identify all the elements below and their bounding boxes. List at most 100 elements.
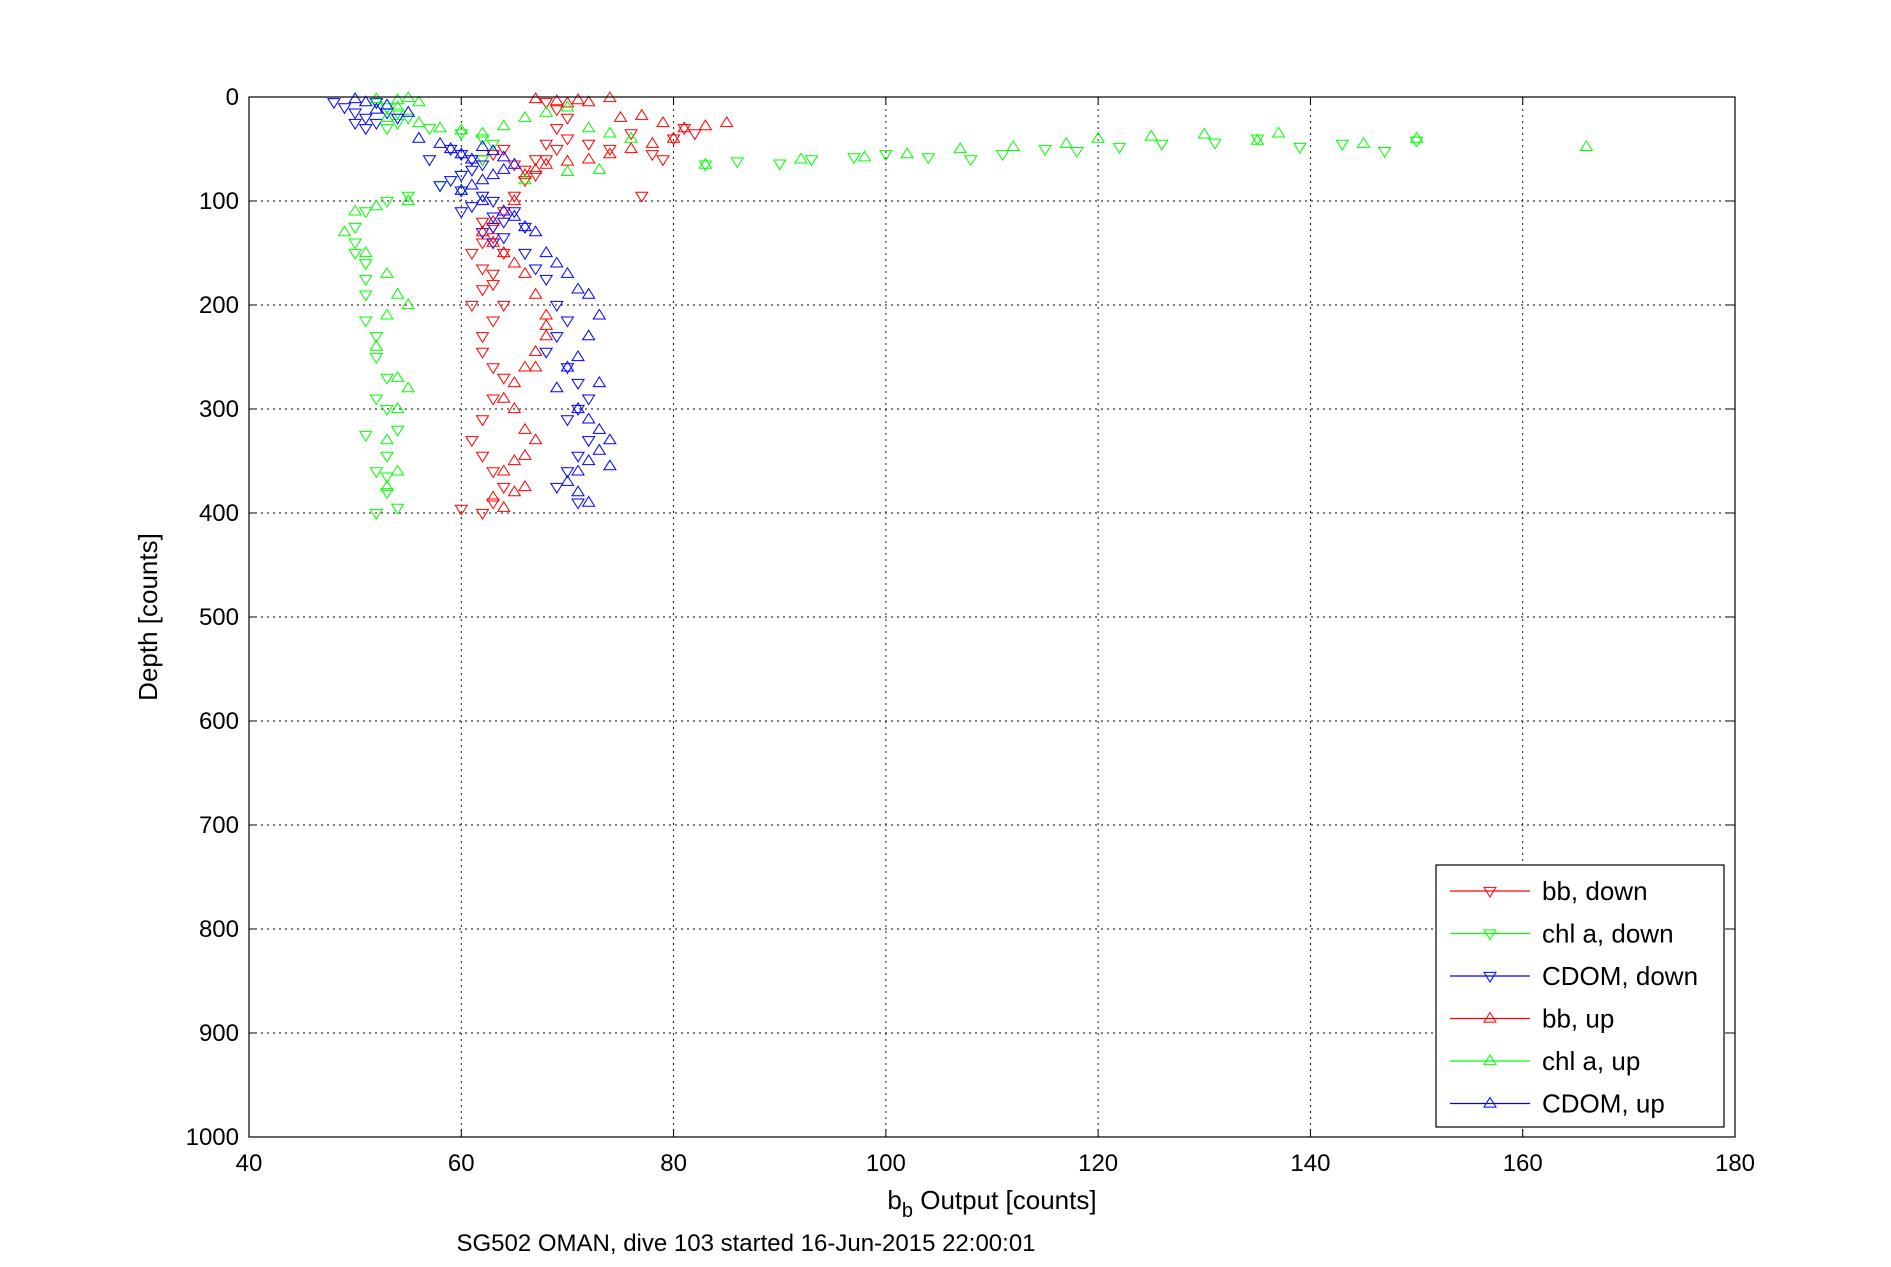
data-point (518, 248, 532, 260)
data-point (486, 196, 501, 208)
data-point (719, 116, 734, 128)
data-point (390, 402, 405, 414)
data-point (1070, 146, 1084, 159)
data-point (518, 110, 532, 122)
data-point (496, 500, 511, 512)
data-point (560, 363, 575, 375)
data-point (1335, 139, 1350, 151)
data-point (369, 394, 384, 406)
data-point (390, 287, 405, 299)
data-point (528, 225, 543, 237)
data-point (847, 153, 861, 165)
data-point (571, 404, 585, 416)
data-point (454, 207, 469, 219)
data-point (507, 454, 522, 466)
data-point (358, 290, 373, 302)
data-point (518, 266, 532, 278)
x-axis-label-main: b (887, 1185, 901, 1215)
data-point (486, 139, 501, 151)
data-point (549, 124, 564, 136)
y-tick-label: 300 (199, 396, 239, 423)
data-point (390, 118, 405, 130)
data-point (560, 266, 575, 278)
data-point (1292, 142, 1307, 154)
data-point (475, 225, 490, 237)
data-point (549, 332, 564, 344)
data-point (645, 150, 660, 162)
data-point (581, 121, 596, 133)
data-point (571, 402, 585, 414)
data-point (475, 415, 490, 427)
data-point (475, 228, 490, 240)
x-tick-label: 140 (1290, 1150, 1330, 1177)
data-point (539, 274, 554, 286)
data-point (878, 150, 893, 162)
data-point (348, 118, 363, 130)
data-point (656, 116, 670, 128)
data-point (507, 376, 522, 388)
data-point (443, 144, 458, 156)
data-point (528, 170, 543, 182)
data-point (581, 495, 596, 507)
data-point (581, 139, 596, 151)
data-point (528, 433, 543, 445)
data-point (549, 144, 564, 156)
data-point (380, 98, 394, 110)
data-point (475, 451, 490, 463)
series-3 (475, 91, 734, 512)
data-point (624, 129, 639, 141)
x-tick-label: 80 (660, 1150, 687, 1177)
data-point (645, 136, 660, 148)
data-point (380, 404, 394, 416)
data-point (1059, 136, 1074, 148)
y-tick-label: 1000 (186, 1124, 239, 1151)
data-point (560, 100, 575, 112)
data-point (348, 222, 363, 234)
data-point (698, 157, 713, 169)
data-point (528, 92, 543, 104)
legend-entry-label: bb, down (1542, 876, 1648, 906)
data-point (358, 246, 373, 258)
data-point (380, 373, 394, 385)
data-point (443, 142, 458, 154)
data-point (507, 209, 522, 221)
data-point (475, 126, 490, 138)
legend-entry-label: CDOM, up (1542, 1089, 1665, 1119)
legend-marker (1483, 971, 1497, 983)
data-point (486, 394, 501, 406)
data-point (1112, 142, 1127, 154)
data-point (464, 155, 479, 167)
data-point (401, 298, 416, 310)
data-point (411, 95, 426, 107)
data-point (560, 360, 575, 372)
data-point (624, 142, 639, 154)
data-point (602, 147, 617, 159)
data-point (475, 173, 490, 185)
data-point (581, 287, 596, 299)
data-point (592, 308, 607, 320)
data-point (1377, 146, 1392, 159)
data-point (475, 332, 490, 344)
data-point (496, 119, 511, 131)
data-point (496, 207, 511, 219)
data-point (528, 162, 543, 174)
y-tick-label: 200 (199, 292, 239, 319)
data-point (539, 155, 554, 167)
data-point (369, 332, 384, 344)
data-point (560, 134, 575, 146)
y-axis-label: Depth [counts] (133, 533, 163, 701)
data-point (401, 191, 416, 203)
data-point (698, 160, 713, 172)
data-point (454, 147, 469, 159)
data-point (475, 285, 490, 297)
data-point (411, 116, 426, 128)
data-point (571, 498, 585, 510)
data-point (486, 144, 501, 156)
data-point (380, 451, 394, 463)
data-point (571, 464, 585, 476)
data-point (369, 508, 384, 520)
data-point (380, 308, 394, 320)
data-point (486, 222, 501, 234)
data-point (358, 430, 373, 442)
